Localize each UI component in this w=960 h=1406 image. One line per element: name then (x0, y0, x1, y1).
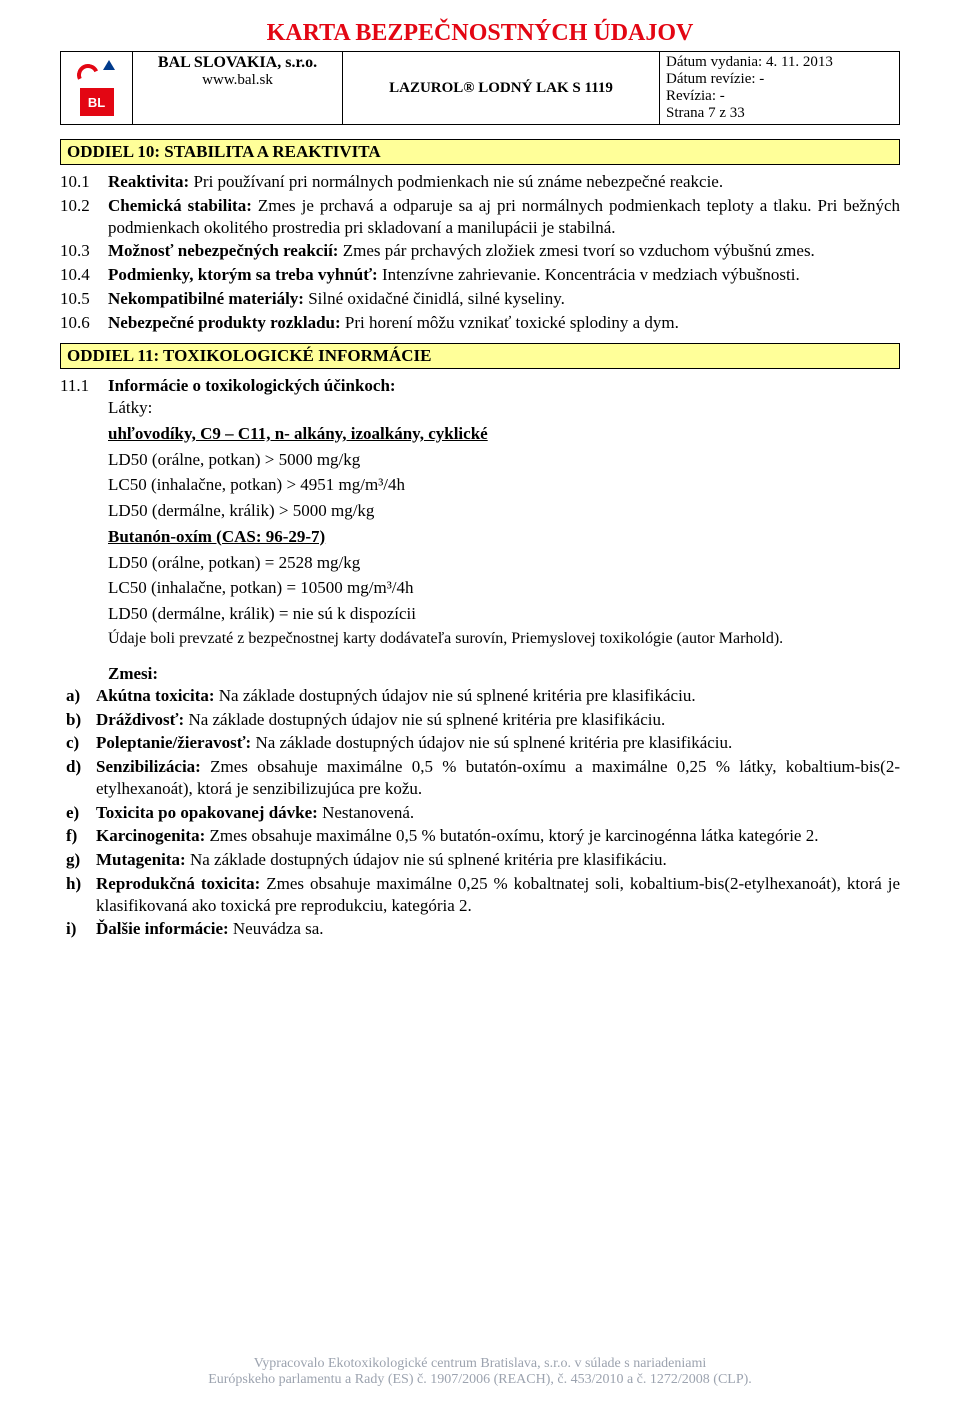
letter-marker: d) (60, 756, 96, 800)
logo-bottom-icon: BL (80, 88, 114, 116)
sec10-item: 10.3Možnosť nebezpečných reakcií: Zmes p… (60, 240, 900, 262)
sec11-num: 11.1 (60, 375, 108, 649)
sec11-letter-item: c)Poleptanie/žieravosť: Na základe dostu… (60, 732, 900, 754)
meta-revision: Dátum revízie: - (666, 71, 893, 88)
sec11-letter-item: f)Karcinogenita: Zmes obsahuje maximálne… (60, 825, 900, 847)
logo-top-icon (77, 60, 117, 82)
letter-text: Reprodukčná toxicita: Zmes obsahuje maxi… (96, 873, 900, 917)
tox-line: LC50 (inhalačne, potkan) > 4951 mg/m³/4h (108, 474, 900, 496)
sec10-item: 10.2Chemická stabilita: Zmes je prchavá … (60, 195, 900, 239)
sec11-letter-item: g)Mutagenita: Na základe dostupných údaj… (60, 849, 900, 871)
meta-page: Strana 7 z 33 (666, 105, 893, 122)
sec11-sub2-title: Butanón-oxím (CAS: 96-29-7) (108, 527, 325, 546)
tox-line: LD50 (orálne, potkan) > 5000 mg/kg (108, 449, 900, 471)
sec10-item-text: Podmienky, ktorým sa treba vyhnúť: Inten… (108, 264, 900, 286)
sec11-letter-item: a)Akútna toxicita: Na základe dostupných… (60, 685, 900, 707)
sec10-item: 10.6Nebezpečné produkty rozkladu: Pri ho… (60, 312, 900, 334)
letter-marker: a) (60, 685, 96, 707)
sec11-head-label: Informácie o toxikologických účinkoch: (108, 376, 396, 395)
page-title: KARTA BEZPEČNOSTNÝCH ÚDAJOV (60, 20, 900, 47)
letter-text: Mutagenita: Na základe dostupných údajov… (96, 849, 900, 871)
sec10-item: 10.5Nekompatibilné materiály: Silné oxid… (60, 288, 900, 310)
sec10-item-text: Možnosť nebezpečných reakcií: Zmes pár p… (108, 240, 900, 262)
sec11-letter-item: d)Senzibilizácia: Zmes obsahuje maximáln… (60, 756, 900, 800)
letter-text: Ďalšie informácie: Neuvádza sa. (96, 918, 900, 940)
sec10-item-text: Chemická stabilita: Zmes je prchavá a od… (108, 195, 900, 239)
logo-cell: BL (61, 52, 133, 125)
sec10-item-text: Nebezpečné produkty rozkladu: Pri horení… (108, 312, 900, 334)
letter-marker: e) (60, 802, 96, 824)
sec10-item: 10.4Podmienky, ktorým sa treba vyhnúť: I… (60, 264, 900, 286)
sec10-item-num: 10.1 (60, 171, 108, 193)
sec11-zmesi: Zmesi: (108, 663, 900, 685)
sec10-item: 10.1Reaktivita: Pri používaní pri normál… (60, 171, 900, 193)
letter-marker: b) (60, 709, 96, 731)
sec10-item-num: 10.4 (60, 264, 108, 286)
tox-line: LC50 (inhalačne, potkan) = 10500 mg/m³/4… (108, 577, 900, 599)
letter-text: Karcinogenita: Zmes obsahuje maximálne 0… (96, 825, 900, 847)
letter-marker: h) (60, 873, 96, 917)
meta-cell: Dátum vydania: 4. 11. 2013 Dátum revízie… (660, 52, 900, 125)
sec10-item-text: Reaktivita: Pri používaní pri normálnych… (108, 171, 900, 193)
meta-revno: Revízia: - (666, 88, 893, 105)
sec10-item-num: 10.3 (60, 240, 108, 262)
sec11-latky: Látky: (108, 398, 152, 417)
section10-content: 10.1Reaktivita: Pri používaní pri normál… (60, 171, 900, 333)
tox-line: LD50 (orálne, potkan) = 2528 mg/kg (108, 552, 900, 574)
sec11-letter-item: e)Toxicita po opakovanej dávke: Nestanov… (60, 802, 900, 824)
meta-issue: Dátum vydania: 4. 11. 2013 (666, 54, 893, 71)
product-cell: LAZUROL® LODNÝ LAK S 1119 (343, 52, 660, 125)
tox-line: LD50 (dermálne, králik) > 5000 mg/kg (108, 500, 900, 522)
letter-marker: g) (60, 849, 96, 871)
letter-text: Toxicita po opakovanej dávke: Nestanoven… (96, 802, 900, 824)
sec10-item-num: 10.6 (60, 312, 108, 334)
letter-marker: f) (60, 825, 96, 847)
sec11-source-note: Údaje boli prevzaté z bezpečnostnej kart… (108, 629, 900, 649)
company-url: www.bal.sk (139, 72, 336, 89)
sec11-sub1-title: uhľovodíky, C9 – C11, n- alkány, izoalká… (108, 424, 488, 443)
letter-text: Dráždivosť: Na základe dostupných údajov… (96, 709, 900, 731)
footer-line2: Európskeho parlamentu a Rady (ES) č. 190… (0, 1372, 960, 1388)
company-name: BAL SLOVAKIA, s.r.o. (139, 54, 336, 72)
header-table: BL BAL SLOVAKIA, s.r.o. www.bal.sk LAZUR… (60, 51, 900, 125)
sec10-item-num: 10.5 (60, 288, 108, 310)
sec11-letter-item: i)Ďalšie informácie: Neuvádza sa. (60, 918, 900, 940)
section11-content: 11.1 Informácie o toxikologických účinko… (60, 375, 900, 940)
letter-text: Senzibilizácia: Zmes obsahuje maximálne … (96, 756, 900, 800)
section10-bar: ODDIEL 10: STABILITA A REAKTIVITA (60, 139, 900, 165)
section11-bar: ODDIEL 11: TOXIKOLOGICKÉ INFORMÁCIE (60, 343, 900, 369)
tox-line: LD50 (dermálne, králik) = nie sú k dispo… (108, 603, 900, 625)
sec10-item-num: 10.2 (60, 195, 108, 239)
sec11-letter-item: b)Dráždivosť: Na základe dostupných údaj… (60, 709, 900, 731)
sec11-letter-item: h)Reprodukčná toxicita: Zmes obsahuje ma… (60, 873, 900, 917)
footer-line1: Vypracovalo Ekotoxikologické centrum Bra… (0, 1356, 960, 1372)
sec10-item-text: Nekompatibilné materiály: Silné oxidačné… (108, 288, 900, 310)
company-cell: BAL SLOVAKIA, s.r.o. www.bal.sk (133, 52, 343, 125)
letter-text: Poleptanie/žieravosť: Na základe dostupn… (96, 732, 900, 754)
letter-marker: i) (60, 918, 96, 940)
letter-marker: c) (60, 732, 96, 754)
letter-text: Akútna toxicita: Na základe dostupných ú… (96, 685, 900, 707)
footer: Vypracovalo Ekotoxikologické centrum Bra… (0, 1356, 960, 1388)
